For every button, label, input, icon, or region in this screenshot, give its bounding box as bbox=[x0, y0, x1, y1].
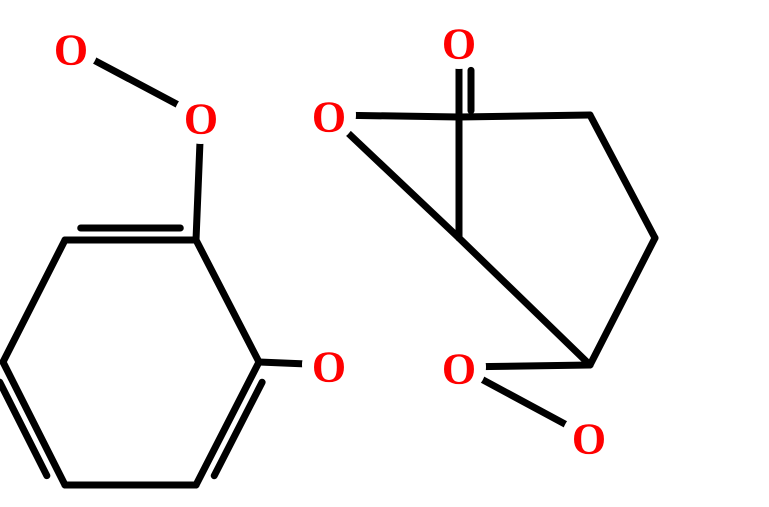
bond-single bbox=[481, 365, 590, 367]
diagram-background bbox=[0, 0, 769, 507]
atom-label-o: O bbox=[184, 95, 218, 144]
bond-single bbox=[459, 115, 590, 117]
atom-label-o: O bbox=[312, 343, 346, 392]
chemical-structure-diagram: O O O O O O O bbox=[0, 0, 769, 507]
atom-label-o: O bbox=[442, 20, 476, 69]
atom-label-o: O bbox=[312, 93, 346, 142]
bond-single bbox=[259, 362, 307, 364]
bond-single bbox=[196, 139, 200, 240]
atom-label-o: O bbox=[442, 345, 476, 394]
atom-label-o: O bbox=[54, 26, 88, 75]
bond-single bbox=[351, 115, 459, 117]
atom-label-o: O bbox=[572, 415, 606, 464]
